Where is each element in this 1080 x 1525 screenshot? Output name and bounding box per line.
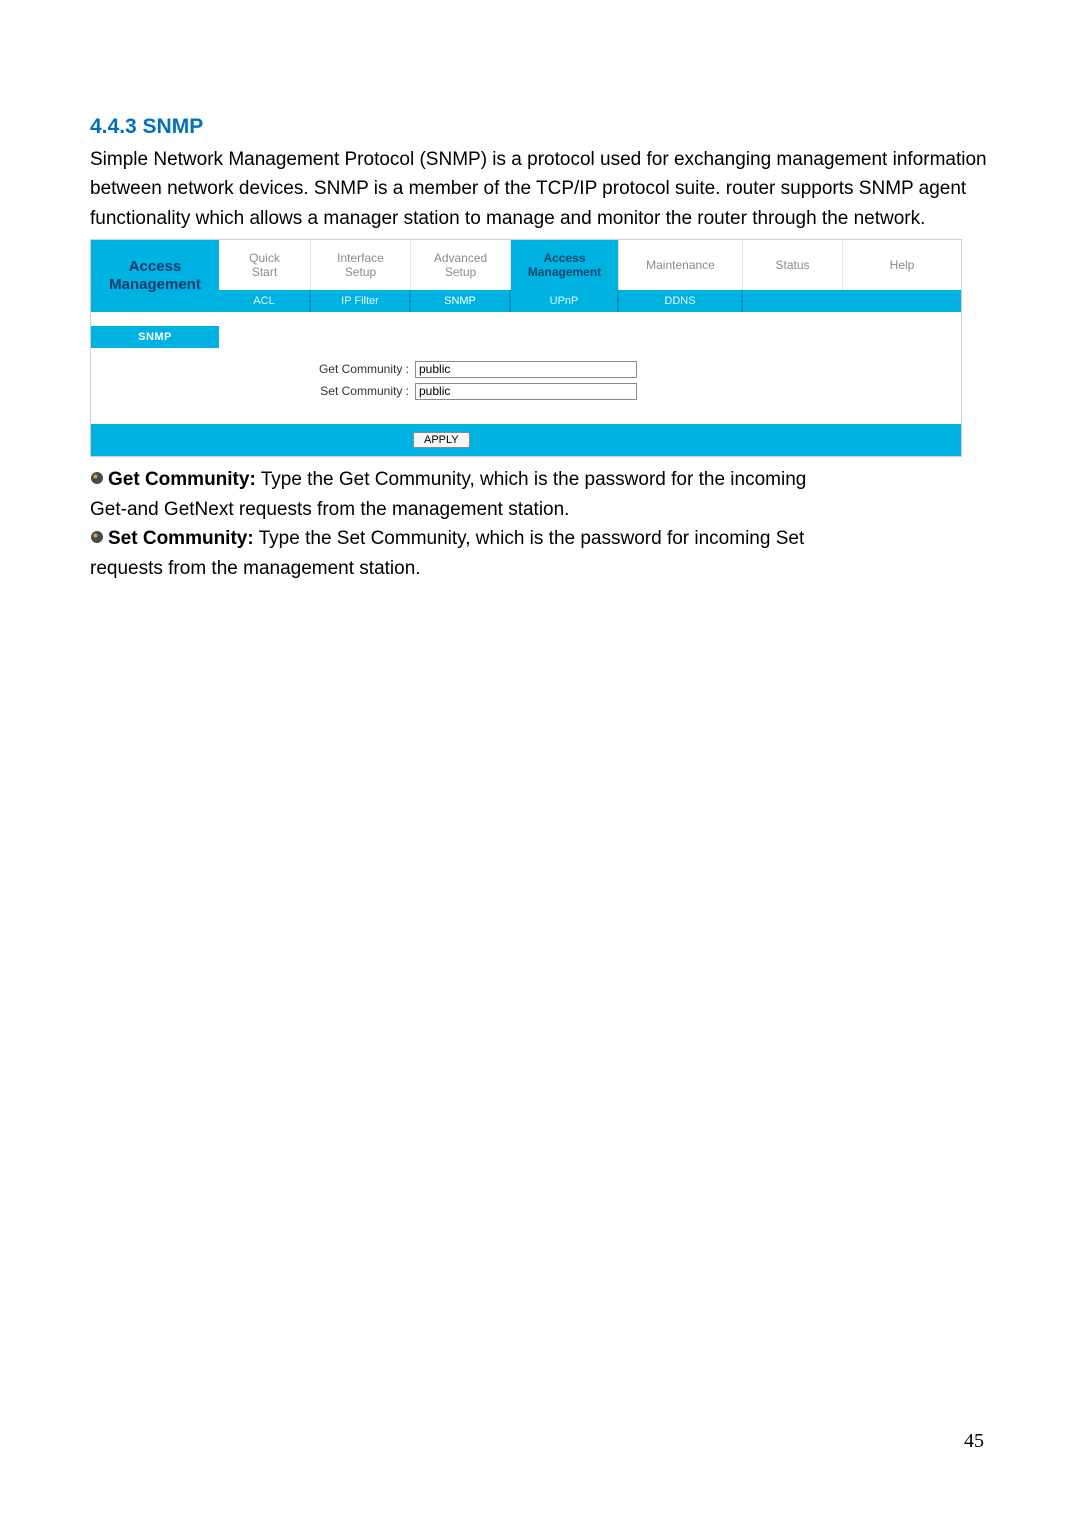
set-community-label: Set Community : xyxy=(301,384,415,398)
bullet-icon xyxy=(90,465,104,494)
nav-status[interactable]: Status xyxy=(743,240,843,290)
get-community-desc-line2: Get-and GetNext requests from the manage… xyxy=(90,495,990,524)
bullet-icon xyxy=(90,524,104,553)
nav-quick-l1: Quick xyxy=(249,251,280,265)
nav-am-l1: Access xyxy=(543,251,585,265)
nav-quick-start[interactable]: Quick Start xyxy=(219,240,311,290)
subnav-upnp[interactable]: UPnP xyxy=(511,290,619,312)
nav-iface-l2: Setup xyxy=(345,265,376,279)
set-community-desc-line2: requests from the management station. xyxy=(90,554,990,583)
nav-help[interactable]: Help xyxy=(843,240,961,290)
secondary-nav: ACL IP Filter SNMP UPnP DDNS xyxy=(219,290,961,312)
get-community-input[interactable] xyxy=(415,361,637,378)
get-community-label: Get Community : xyxy=(301,362,415,376)
set-community-desc-a: Type the Set Community, which is the pas… xyxy=(254,528,805,549)
subnav-ddns[interactable]: DDNS xyxy=(619,290,743,312)
nav-am-l2: Management xyxy=(528,265,601,279)
router-section-title: Access Management xyxy=(91,240,219,312)
subnav-acl[interactable]: ACL xyxy=(219,290,311,312)
get-community-desc-line1: Get Community: Type the Get Community, w… xyxy=(90,465,990,495)
nav-adv-l2: Setup xyxy=(445,265,476,279)
snmp-form: Get Community : Set Community : xyxy=(91,348,961,424)
get-community-desc-a: Type the Get Community, which is the pas… xyxy=(256,469,807,490)
nav-iface-l1: Interface xyxy=(337,251,384,265)
snmp-section-label: SNMP xyxy=(91,326,219,348)
nav-status-label: Status xyxy=(775,258,809,272)
subnav-snmp[interactable]: SNMP xyxy=(411,290,511,312)
nav-interface-setup[interactable]: Interface Setup xyxy=(311,240,411,290)
nav-maintenance[interactable]: Maintenance xyxy=(619,240,743,290)
nav-help-label: Help xyxy=(890,258,915,272)
intro-paragraph: Simple Network Management Protocol (SNMP… xyxy=(90,145,990,233)
section-heading: 4.4.3 SNMP xyxy=(90,115,990,139)
primary-nav: Quick Start Interface Setup Advanced Set… xyxy=(219,240,961,290)
subnav-ip-filter[interactable]: IP Filter xyxy=(311,290,411,312)
apply-button[interactable]: APPLY xyxy=(413,432,470,448)
nav-advanced-setup[interactable]: Advanced Setup xyxy=(411,240,511,290)
nav-access-management[interactable]: Access Management xyxy=(511,240,619,290)
router-screenshot: Access Management Quick Start Interface … xyxy=(90,239,962,457)
set-community-input[interactable] xyxy=(415,383,637,400)
nav-maint-label: Maintenance xyxy=(646,258,715,272)
router-title-line1: Access xyxy=(91,258,219,277)
router-title-line2: Management xyxy=(91,276,219,295)
nav-adv-l1: Advanced xyxy=(434,251,487,265)
page-number: 45 xyxy=(964,1430,984,1453)
get-community-desc-label: Get Community: xyxy=(108,469,256,490)
nav-quick-l2: Start xyxy=(252,265,277,279)
set-community-desc-label: Set Community: xyxy=(108,528,254,549)
subnav-spacer xyxy=(743,290,961,312)
set-community-desc-line1: Set Community: Type the Set Community, w… xyxy=(90,524,990,554)
